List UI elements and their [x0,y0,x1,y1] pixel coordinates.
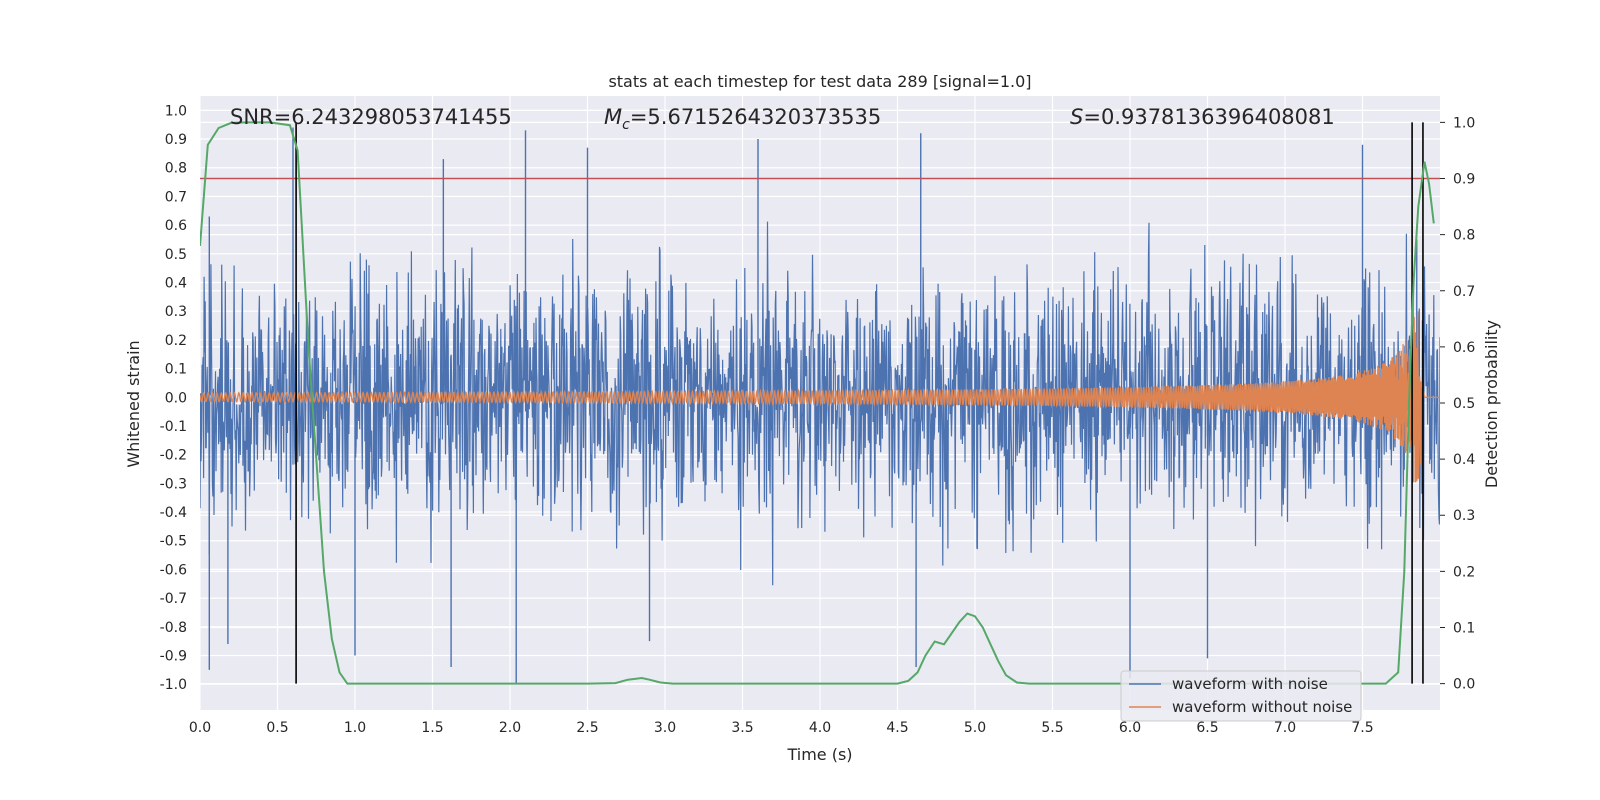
x-tick-label-12: 6.0 [1119,720,1141,736]
y-tick-label-9: 0.1 [165,362,187,378]
s-symbol: S [1070,105,1083,129]
y2-axis-ticks: 1.0 0.9 0.8 0.7 0.6 0.5 0.4 0.3 0.2 0.1 0.0 [1440,115,1475,693]
y-tick-label-7: 0.3 [165,304,187,320]
y2-tick-label-9: 0.1 [1453,620,1475,636]
y2-tick-label-4: 0.6 [1453,340,1475,356]
y-tick-label-11: -0.1 [160,419,187,435]
y-tick-label-6: 0.4 [165,275,187,291]
series-waveform-without-noise [200,311,1440,483]
x-tick-label-7: 3.5 [731,720,753,736]
overlay-lines [200,122,1440,684]
y-axis-ticks: 1.0 0.9 0.8 0.7 0.6 0.5 0.4 0.3 0.2 0.1 0.0 -0.1 -0.… [160,103,187,693]
x-tick-label-0: 0.0 [189,720,211,736]
noise-trace [200,221,1440,586]
s-annotation: S=0.9378136396408081 [1070,105,1335,129]
legend-box [1120,670,1362,722]
y-tick-label-17: -0.7 [160,591,187,607]
y-tick-label-19: -0.9 [160,648,187,664]
x-tick-label-15: 7.5 [1351,720,1373,736]
x-tick-label-8: 4.0 [809,720,831,736]
y-tick-label-18: -0.8 [160,620,187,636]
y-tick-label-3: 0.7 [165,189,187,205]
y-tick-label-2: 0.8 [165,161,187,177]
y-tick-label-20: -1.0 [160,677,187,693]
y-tick-label-12: -0.2 [160,448,187,464]
y2-tick-label-3: 0.7 [1453,284,1475,300]
y2-tick-label-2: 0.8 [1453,228,1475,244]
x-tick-label-13: 6.5 [1196,720,1218,736]
y-tick-label-16: -0.6 [160,562,187,578]
y-tick-label-13: -0.3 [160,476,187,492]
y-axis-label: Whitened strain [124,340,143,467]
y-tick-label-5: 0.5 [165,247,187,263]
y2-tick-label-10: 0.0 [1453,677,1475,693]
y-tick-label-15: -0.5 [160,534,187,550]
chirp-mass-value: =5.6715264320373535 [630,105,881,129]
x-tick-label-2: 1.0 [344,720,366,736]
y2-axis-label: Detection probability [1482,320,1501,488]
y-tick-label-0: 1.0 [165,103,187,119]
snr-annotation: SNR=6.243298053741455 [230,105,512,129]
y-tick-label-4: 0.6 [165,218,187,234]
x-axis-label: Time (s) [786,745,852,764]
chirp-trace [200,311,1440,483]
y2-tick-label-1: 0.9 [1453,172,1475,188]
legend-label-noise: waveform with noise [1172,675,1328,693]
series-waveform-with-noise [200,127,1440,685]
chirp-mass-annotation: Mc=5.6715264320373535 [604,105,881,133]
chirp-mass-subscript: c [622,117,630,133]
y-tick-label-1: 0.9 [165,132,187,148]
x-tick-label-9: 4.5 [886,720,908,736]
y-tick-label-10: 0.0 [165,390,187,406]
x-tick-label-6: 3.0 [654,720,676,736]
y2-tick-label-6: 0.4 [1453,452,1475,468]
x-tick-label-14: 7.0 [1274,720,1296,736]
y2-tick-label-5: 0.5 [1453,396,1475,412]
x-tick-label-5: 2.5 [576,720,598,736]
y2-tick-label-7: 0.3 [1453,508,1475,524]
chart-title: stats at each timestep for test data 289… [608,72,1031,91]
x-tick-label-11: 5.5 [1041,720,1063,736]
x-axis-ticks: 0.0 0.5 1.0 1.5 2.0 2.5 3.0 3.5 4.0 4.5 5.0 5.5 6.0 6… [189,720,1374,736]
y-tick-label-14: -0.4 [160,505,187,521]
legend: waveform with noise waveform without noi… [1120,670,1362,722]
chirp-mass-symbol: M [604,105,622,129]
x-tick-label-3: 1.5 [421,720,443,736]
legend-label-clean: waveform without noise [1172,698,1352,716]
x-tick-label-4: 2.0 [499,720,521,736]
x-tick-label-10: 5.0 [964,720,986,736]
y2-tick-label-0: 1.0 [1453,115,1475,131]
x-tick-label-1: 0.5 [266,720,288,736]
s-value: =0.9378136396408081 [1083,105,1334,129]
y2-tick-label-8: 0.2 [1453,564,1475,580]
y-tick-label-8: 0.2 [165,333,187,349]
